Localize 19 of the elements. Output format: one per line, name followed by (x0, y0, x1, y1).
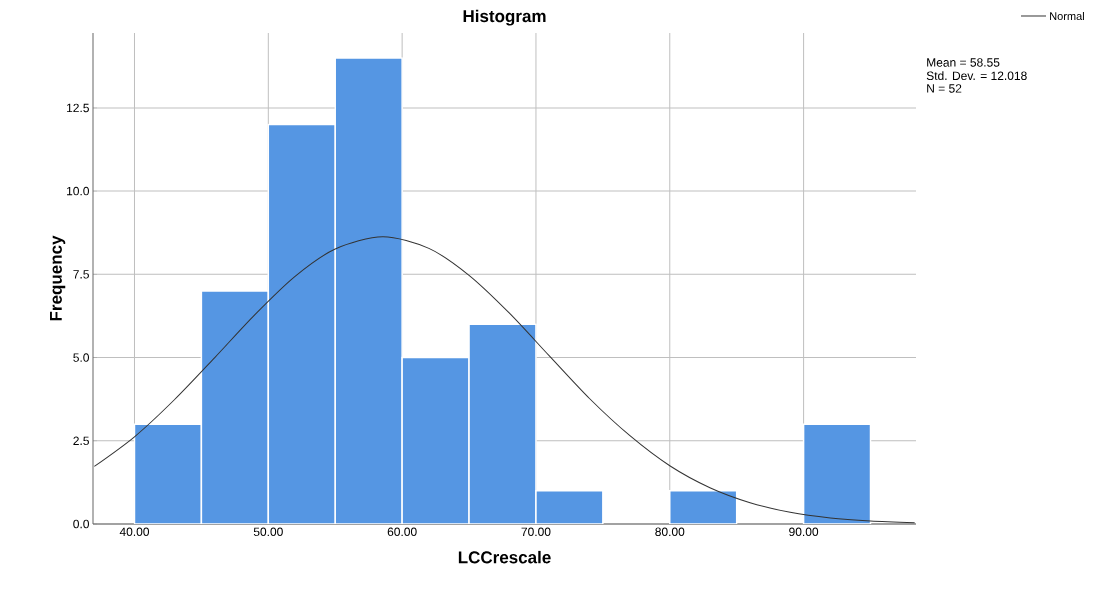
text: N = 52 (927, 84, 962, 93)
y-tick-label: 10.0 (67, 186, 89, 196)
x-tick-label: 70.00 (521, 527, 551, 537)
y-tick-label: 0.0 (73, 519, 90, 529)
x-axis-title: LCCrescale (458, 550, 551, 564)
x-tick-label: 50.00 (253, 527, 283, 537)
y-tick-label: 5.0 (73, 353, 90, 362)
text: Std. Dev. = 12.018 (926, 71, 1027, 80)
x-tick-label: 60.00 (387, 527, 417, 537)
x-tick-label: 40.00 (119, 527, 150, 537)
y-tick-label: 2.5 (73, 436, 89, 446)
y-tick-label: 7.5 (73, 270, 89, 279)
y-axis-title: Frequency (50, 235, 66, 321)
y-tick-label: 12.5 (67, 103, 89, 113)
x-tick-label: 90.00 (789, 527, 819, 537)
legend-label: Normal (1050, 11, 1084, 21)
chart-title: Histogram (463, 9, 546, 26)
x-tick-label: 80.00 (655, 527, 685, 537)
text: Mean = 58.55 (927, 58, 1000, 67)
